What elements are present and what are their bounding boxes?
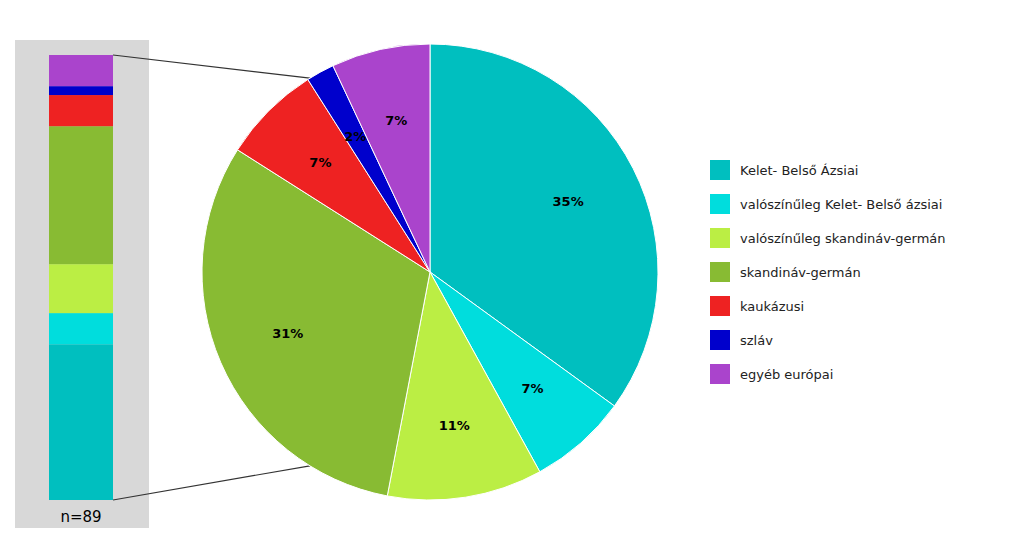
bar-panel [15, 40, 149, 528]
stacked-bar [49, 55, 113, 500]
connector-line [113, 466, 310, 500]
data-label: 31% [272, 326, 303, 341]
legend-item: kaukázusi [710, 296, 804, 316]
bar-segment [49, 95, 113, 126]
bar-segment [49, 344, 113, 500]
pie [202, 44, 658, 500]
legend-swatch [710, 364, 730, 384]
legend-swatch [710, 228, 730, 248]
data-label: 2% [344, 129, 366, 144]
legend-swatch [710, 194, 730, 214]
legend-swatch [710, 160, 730, 180]
legend: Kelet- Belső Ázsiai valószínűleg Kelet- B… [710, 160, 946, 384]
connector-line [113, 55, 310, 78]
legend-item: egyéb európai [710, 364, 833, 384]
data-label: 7% [385, 113, 407, 128]
bar-segment [49, 86, 113, 95]
legend-item: valószínűleg skandináv-germán [710, 228, 946, 248]
bar-segment [49, 55, 113, 86]
legend-swatch [710, 330, 730, 350]
legend-item: valószínűleg Kelet- Belső ázsiai [710, 194, 942, 214]
bar-segment [49, 313, 113, 344]
data-label: 11% [439, 418, 470, 433]
data-label: 7% [521, 381, 543, 396]
bar-segment [49, 264, 113, 313]
legend-swatch [710, 262, 730, 282]
pie-slice [333, 44, 430, 272]
legend-item: szláv [710, 330, 773, 350]
legend-label: egyéb európai [740, 367, 833, 382]
legend-swatch [710, 296, 730, 316]
legend-label: valószínűleg skandináv-germán [740, 231, 946, 246]
bar-segment [49, 126, 113, 264]
data-labels: 35% 7% 11% 31% 7% 2% 7% [272, 113, 584, 432]
legend-label: Kelet- Belső Ázsiai [740, 163, 858, 178]
legend-label: valószínűleg Kelet- Belső ázsiai [740, 197, 942, 212]
data-label: 35% [553, 194, 584, 209]
legend-item: skandináv-germán [710, 262, 861, 282]
legend-item: Kelet- Belső Ázsiai [710, 160, 858, 180]
legend-label: skandináv-germán [740, 265, 861, 280]
annotation: n=89 [60, 508, 101, 526]
data-label: 7% [309, 155, 331, 170]
legend-label: kaukázusi [740, 299, 804, 314]
chart: n=89 35% 7% 11% 31% 7% 2% 7% Kelet- Belső Ázsiai… [0, 0, 1024, 554]
legend-label: szláv [740, 333, 773, 348]
